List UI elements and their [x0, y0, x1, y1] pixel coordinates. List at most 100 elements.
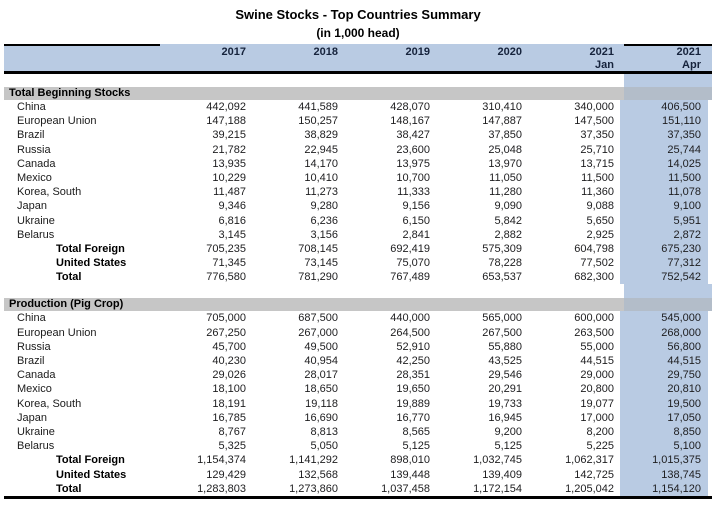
column-header: 2021 Apr — [620, 44, 708, 71]
value-cell: 147,887 — [482, 115, 522, 128]
row-label: Mexico — [17, 383, 52, 396]
spacer-row — [4, 284, 712, 299]
value-cell: 340,000 — [574, 101, 614, 113]
row-label: Russia — [17, 143, 51, 156]
value-cell: 1,037,458 — [381, 482, 430, 495]
value-cell: 19,500 — [620, 396, 708, 411]
value-cell: 20,291 — [488, 383, 522, 396]
table-row: European Union 147,188 150,257 148,167 147,8… — [4, 114, 712, 129]
spacer-row — [4, 74, 712, 87]
value-cell: 11,273 — [305, 186, 338, 199]
value-cell: 16,770 — [396, 411, 430, 424]
value-cell: 263,500 — [574, 326, 614, 339]
value-cell: 9,346 — [218, 200, 246, 213]
value-cell: 6,816 — [218, 214, 246, 227]
row-label: Japan — [17, 200, 47, 213]
value-cell: 9,100 — [620, 199, 708, 214]
row-label: China — [17, 101, 46, 113]
value-cell: 776,580 — [206, 271, 246, 284]
value-cell: 898,010 — [390, 454, 430, 467]
value-cell: 5,125 — [402, 440, 430, 453]
value-cell: 687,500 — [298, 312, 338, 325]
value-cell: 77,502 — [580, 257, 614, 270]
value-cell: 19,650 — [396, 383, 430, 396]
column-header: 2018 — [252, 44, 344, 71]
table-row: Mexico 10,229 10,410 10,700 11,050 11,500 11,5… — [4, 170, 712, 186]
table-row: China 705,000 687,500 440,000 565,000 600,000… — [4, 311, 712, 326]
column-header-year: 2019 — [405, 46, 430, 58]
value-cell: 5,842 — [494, 214, 522, 227]
row-label: Total — [56, 271, 82, 284]
table-row: Russia 45,700 49,500 52,910 55,880 55,000 56,8… — [4, 339, 712, 354]
value-cell: 5,951 — [620, 213, 708, 228]
value-cell: 10,229 — [212, 171, 246, 184]
value-cell: 3,156 — [310, 228, 338, 241]
value-cell: 73,145 — [304, 257, 338, 270]
table-row: Total 776,580 781,290 767,489 653,537 682,300… — [4, 270, 712, 285]
table-row: Ukraine 8,767 8,813 8,565 9,200 8,200 8,850 — [4, 424, 712, 440]
value-cell: 1,141,292 — [289, 454, 338, 467]
value-cell: 150,257 — [298, 115, 338, 128]
value-cell: 264,500 — [390, 326, 430, 339]
value-cell: 442,092 — [206, 101, 246, 113]
value-cell: 19,733 — [488, 397, 522, 410]
value-cell: 267,000 — [298, 326, 338, 339]
column-header-subperiod: Jan — [595, 59, 614, 71]
value-cell: 3,145 — [218, 228, 246, 241]
value-cell: 28,351 — [396, 369, 430, 382]
value-cell: 17,000 — [580, 411, 614, 424]
table-header-row: 2017 2018 2019 2020 2021 Jan 2021 Apr — [4, 44, 712, 74]
row-label: Brazil — [17, 355, 45, 367]
value-cell: 21,782 — [212, 143, 246, 156]
header-top-border-right — [624, 44, 712, 46]
row-label: European Union — [17, 115, 97, 128]
value-cell: 705,000 — [206, 312, 246, 325]
value-cell: 25,744 — [620, 142, 708, 157]
value-cell: 11,078 — [620, 185, 708, 200]
value-cell: 147,500 — [574, 115, 614, 128]
table-row: Canada 13,935 14,170 13,975 13,970 13,715 14,0… — [4, 156, 712, 171]
row-label: Ukraine — [17, 214, 55, 227]
value-cell: 6,236 — [310, 214, 338, 227]
table-row: Total Foreign 705,235 708,145 692,419 575,30… — [4, 241, 712, 257]
row-label: Russia — [17, 340, 51, 353]
table-row: China 442,092 441,589 428,070 310,410 340,000… — [4, 100, 712, 115]
value-cell: 139,448 — [390, 468, 430, 481]
value-cell: 11,500 — [620, 170, 708, 186]
row-label-column-header — [4, 44, 160, 71]
table-row: Total 1,283,803 1,273,860 1,037,458 1,172,15… — [4, 481, 712, 496]
value-cell: 440,000 — [390, 312, 430, 325]
value-cell: 22,945 — [304, 143, 338, 156]
value-cell: 29,000 — [580, 369, 614, 382]
page-title: Swine Stocks - Top Countries Summary — [235, 7, 481, 22]
value-cell: 25,710 — [580, 143, 614, 156]
value-cell: 16,690 — [304, 411, 338, 424]
value-cell: 13,975 — [396, 157, 430, 170]
row-label: Mexico — [17, 171, 52, 184]
section-header-highlight-cell — [624, 87, 712, 100]
value-cell: 139,409 — [482, 468, 522, 481]
value-cell: 18,191 — [212, 397, 246, 410]
table-row: Canada 29,026 28,017 28,351 29,546 29,000 29,7… — [4, 368, 712, 383]
header-top-border-left — [4, 44, 160, 46]
row-label: United States — [56, 468, 127, 481]
table-row: Brazil 39,215 38,829 38,427 37,850 37,350 37,3… — [4, 128, 712, 143]
row-label: Total Foreign — [56, 242, 125, 255]
row-label: Canada — [17, 157, 56, 170]
table-row: European Union 267,250 267,000 264,500 267,5… — [4, 325, 712, 340]
value-cell: 49,500 — [304, 340, 338, 353]
value-cell: 17,050 — [620, 410, 708, 425]
value-cell: 13,970 — [488, 157, 522, 170]
value-cell: 40,230 — [212, 355, 246, 367]
value-cell: 565,000 — [482, 312, 522, 325]
value-cell: 11,050 — [489, 171, 522, 184]
value-cell: 56,800 — [620, 339, 708, 354]
value-cell: 5,100 — [620, 439, 708, 454]
value-cell: 2,882 — [494, 228, 522, 241]
row-label: European Union — [17, 326, 97, 339]
value-cell: 75,070 — [396, 257, 430, 270]
table-row: Belarus 3,145 3,156 2,841 2,882 2,925 2,872 — [4, 227, 712, 242]
section-header-row: Production (Pig Crop) — [4, 298, 712, 312]
value-cell: 5,650 — [586, 214, 614, 227]
value-cell: 29,546 — [488, 369, 522, 382]
